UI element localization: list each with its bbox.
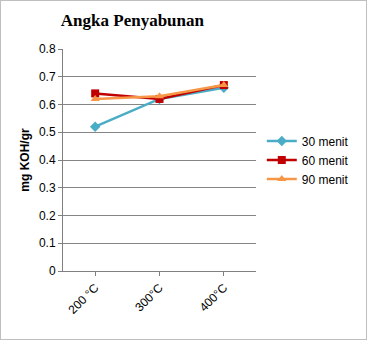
svg-text:0.3: 0.3 (39, 181, 56, 195)
svg-text:0.4: 0.4 (39, 153, 56, 167)
svg-text:mg KOH/gr: mg KOH/gr (18, 128, 32, 192)
svg-text:0.5: 0.5 (39, 125, 56, 139)
svg-text:60 menit: 60 menit (302, 154, 349, 168)
svg-text:200 °C: 200 °C (66, 281, 102, 317)
svg-text:0.6: 0.6 (39, 98, 56, 112)
svg-text:90 menit: 90 menit (302, 173, 349, 187)
svg-text:0.1: 0.1 (39, 236, 56, 250)
svg-text:0.8: 0.8 (39, 42, 56, 56)
svg-text:0.2: 0.2 (39, 209, 56, 223)
svg-text:30 menit: 30 menit (302, 135, 349, 149)
svg-text:0: 0 (49, 264, 56, 278)
svg-text:400°C: 400°C (197, 281, 231, 315)
svg-text:300°C: 300°C (132, 281, 166, 315)
svg-text:0.7: 0.7 (39, 70, 56, 84)
svg-text:Angka Penyabunan: Angka Penyabunan (61, 11, 205, 30)
